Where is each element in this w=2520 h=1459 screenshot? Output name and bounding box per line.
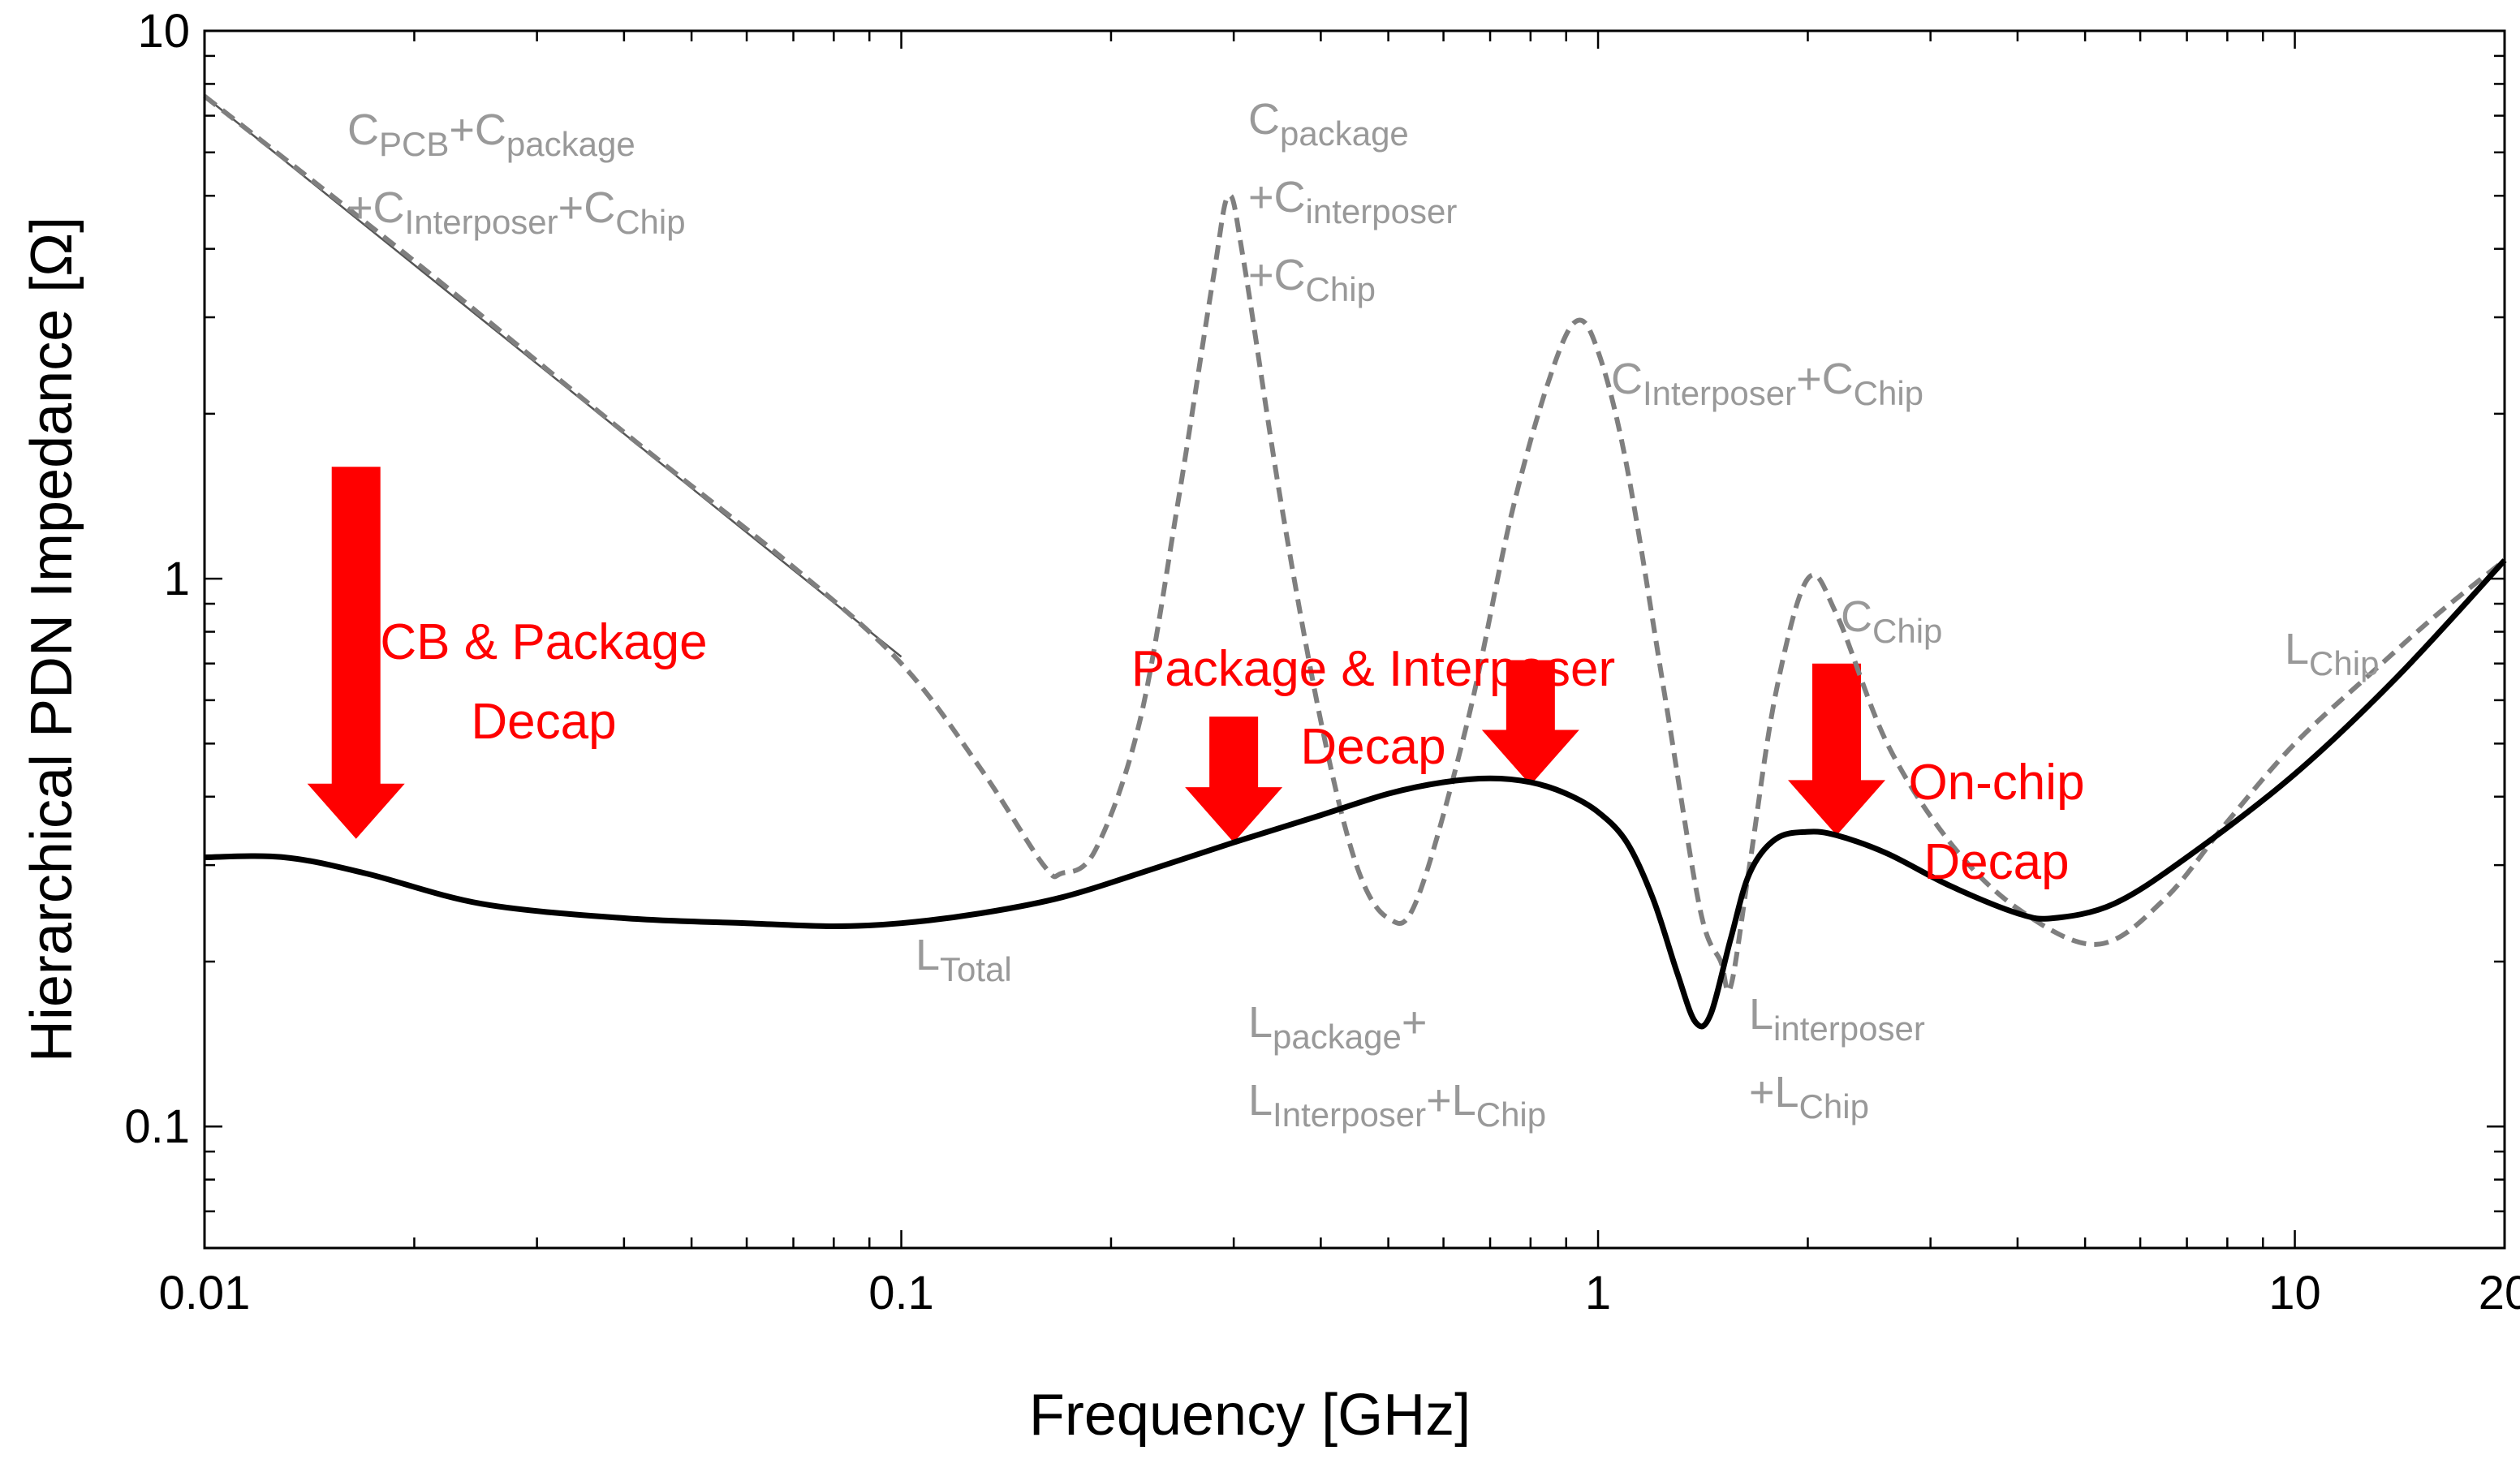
annotation-intp: CInterposer+CChip xyxy=(1611,355,1923,412)
annotation-lintp: +LChip xyxy=(1749,1068,1869,1125)
x-tick-label: 1 xyxy=(1585,1267,1611,1319)
annotation-ltotal: LTotal xyxy=(915,931,1012,988)
annotations: CPCB+Cpackage +CInterposer+CChip Cpackage +… xyxy=(347,95,2379,1134)
annotation-decap1: CB & Package xyxy=(380,614,707,670)
annotation-pkg: +CChip xyxy=(1248,251,1376,308)
series-group xyxy=(203,94,2507,1030)
x-tick-label: 0.1 xyxy=(868,1267,934,1319)
annotation-decap2: Decap xyxy=(1300,719,1445,775)
series-line-2 xyxy=(204,558,2507,1030)
annotation-decap2: Package & Interposer xyxy=(1131,641,1615,697)
x-tick-label: 20 xyxy=(2479,1267,2520,1319)
annotation-decap3: On-chip xyxy=(1908,755,2084,811)
arrow-pcb-package-decap xyxy=(307,467,405,839)
y-axis-label: Hierarchical PDN Impedance [Ω] xyxy=(19,217,84,1062)
y-tick-label: 10 xyxy=(137,5,190,58)
annotation-cchip: CChip xyxy=(1841,592,1942,650)
y-tick-label: 1 xyxy=(164,553,190,605)
series-line-1 xyxy=(203,94,2506,994)
y-tick-label: 0.1 xyxy=(124,1100,190,1153)
annotation-lpkg: Lpackage+ xyxy=(1248,998,1427,1056)
annotation-decap1: Decap xyxy=(471,694,616,750)
annotation-lchip: LChip xyxy=(2285,625,2379,682)
annotation-lintp: Linterposer xyxy=(1749,990,1925,1048)
axis-tick-labels: 0.01 0.1 1 10 20 10 1 0.1 xyxy=(124,5,2520,1319)
annotation-pcb: CPCB+Cpackage xyxy=(347,105,635,163)
annotation-pkg: +Cinterposer xyxy=(1248,173,1457,230)
arrow-onchip-decap xyxy=(1788,663,1886,836)
arrow-package-decap xyxy=(1185,717,1283,843)
arrow-interposer-decap xyxy=(1481,660,1579,785)
annotation-pkg: Cpackage xyxy=(1248,95,1409,153)
x-tick-label: 10 xyxy=(2268,1267,2321,1319)
axis-ticks xyxy=(203,31,2506,1250)
annotation-decap3: Decap xyxy=(1923,834,2069,890)
annotation-lpkg: LInterposer+LChip xyxy=(1248,1076,1546,1134)
plot-frame xyxy=(203,29,2506,1250)
x-tick-label: 0.01 xyxy=(159,1267,251,1319)
x-axis-label: Frequency [GHz] xyxy=(1029,1383,1471,1448)
decap-arrows xyxy=(307,467,1886,843)
annotation-pcb: +CInterposer+CChip xyxy=(347,183,686,241)
